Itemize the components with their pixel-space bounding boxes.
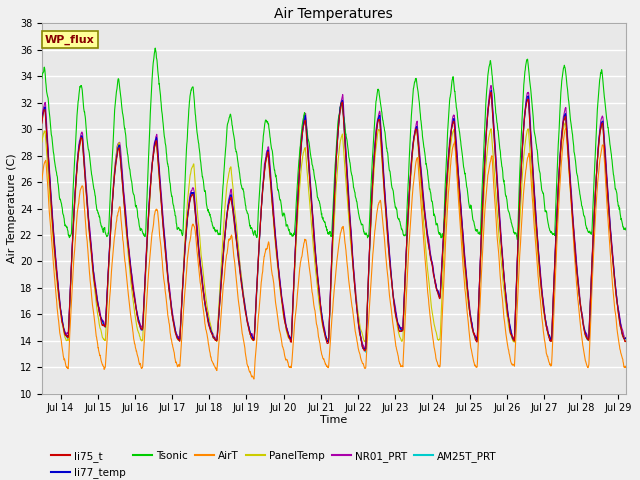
X-axis label: Time: Time: [320, 415, 348, 425]
Y-axis label: Air Temperature (C): Air Temperature (C): [7, 154, 17, 264]
Legend: li75_t, li77_temp, Tsonic, AirT, PanelTemp, NR01_PRT, AM25T_PRT: li75_t, li77_temp, Tsonic, AirT, PanelTe…: [47, 447, 501, 480]
Text: WP_flux: WP_flux: [45, 35, 95, 45]
Title: Air Temperatures: Air Temperatures: [275, 7, 393, 21]
